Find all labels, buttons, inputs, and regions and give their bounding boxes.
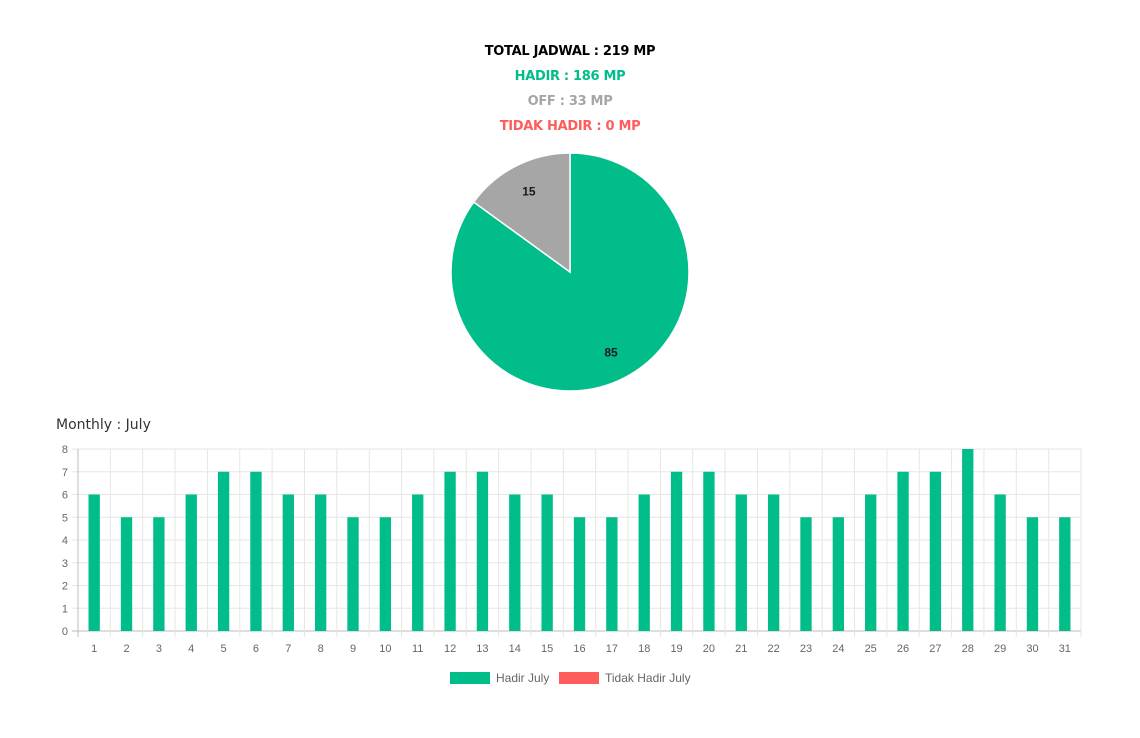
legend-item-hadir[interactable]: Hadir July xyxy=(450,670,549,686)
bar-hadir[interactable] xyxy=(347,517,359,631)
y-tick-label: 4 xyxy=(62,535,68,547)
y-tick-label: 5 xyxy=(62,512,68,524)
bar-hadir[interactable] xyxy=(1026,517,1039,631)
legend-label-tidak-hadir: Tidak Hadir July xyxy=(605,671,691,685)
monthly-chart-title: Monthly : July xyxy=(56,417,151,433)
bar-hadir[interactable] xyxy=(832,517,845,631)
x-tick-label: 16 xyxy=(573,643,585,655)
x-tick-label: 25 xyxy=(865,643,877,655)
x-tick-label: 13 xyxy=(476,643,488,655)
x-tick-label: 24 xyxy=(832,643,844,655)
bar-hadir[interactable] xyxy=(929,471,942,631)
y-tick-label: 0 xyxy=(62,626,68,638)
absent-label: TIDAK HADIR : 0 MP xyxy=(499,119,641,134)
bar-hadir[interactable] xyxy=(444,471,456,631)
bar-hadir[interactable] xyxy=(735,494,747,632)
y-tick-label: 3 xyxy=(62,558,68,570)
bar-hadir[interactable] xyxy=(962,449,974,631)
total-schedule-label: TOTAL JADWAL : 219 MP xyxy=(484,44,656,59)
x-tick-label: 11 xyxy=(412,643,423,655)
x-tick-label: 19 xyxy=(670,643,682,655)
x-tick-label: 9 xyxy=(350,643,356,655)
x-tick-label: 28 xyxy=(962,643,974,655)
x-tick-label: 17 xyxy=(606,643,618,655)
bar-hadir[interactable] xyxy=(800,517,812,631)
bar-hadir[interactable] xyxy=(1059,517,1071,631)
y-tick-label: 2 xyxy=(62,581,68,593)
bar-hadir[interactable] xyxy=(476,471,489,631)
x-tick-label: 21 xyxy=(735,643,747,655)
legend-swatch-tidak-hadir xyxy=(559,672,599,684)
x-tick-label: 3 xyxy=(156,643,162,655)
legend-item-tidak-hadir[interactable]: Tidak Hadir July xyxy=(559,670,691,686)
bar-hadir[interactable] xyxy=(88,494,100,632)
bar-hadir[interactable] xyxy=(767,494,780,632)
bar-hadir[interactable] xyxy=(153,517,165,631)
x-tick-label: 18 xyxy=(638,643,650,655)
pie-data-label: 85 xyxy=(604,346,618,360)
x-tick-label: 29 xyxy=(994,643,1006,655)
attendance-pie-chart: 85 15 xyxy=(450,152,690,392)
x-tick-label: 22 xyxy=(768,643,780,655)
x-tick-label: 4 xyxy=(188,643,194,655)
x-tick-label: 20 xyxy=(703,643,715,655)
x-tick-label: 31 xyxy=(1059,643,1071,655)
y-tick-label: 1 xyxy=(62,603,68,615)
pie-data-label: 15 xyxy=(522,184,536,198)
legend-swatch-hadir xyxy=(450,672,490,684)
off-label: OFF : 33 MP xyxy=(527,94,613,109)
bar-hadir[interactable] xyxy=(897,471,909,631)
bar-hadir[interactable] xyxy=(541,494,553,632)
x-tick-label: 5 xyxy=(221,643,227,655)
bar-hadir[interactable] xyxy=(379,517,392,631)
bar-hadir[interactable] xyxy=(120,517,133,631)
bar-hadir[interactable] xyxy=(250,471,262,631)
x-tick-label: 23 xyxy=(800,643,812,655)
bar-hadir[interactable] xyxy=(994,494,1006,632)
x-tick-label: 27 xyxy=(929,643,941,655)
x-tick-label: 7 xyxy=(285,643,291,655)
y-tick-label: 8 xyxy=(62,444,68,456)
x-tick-label: 8 xyxy=(318,643,324,655)
bar-hadir[interactable] xyxy=(282,494,294,632)
bar-hadir[interactable] xyxy=(606,517,618,631)
x-tick-label: 1 xyxy=(91,643,97,655)
bar-hadir[interactable] xyxy=(703,471,715,631)
y-tick-label: 7 xyxy=(62,467,68,479)
bar-hadir[interactable] xyxy=(217,471,230,631)
bar-hadir[interactable] xyxy=(412,494,424,632)
x-tick-label: 10 xyxy=(379,643,391,655)
x-tick-label: 12 xyxy=(444,643,456,655)
bar-hadir[interactable] xyxy=(638,494,650,632)
bar-hadir[interactable] xyxy=(573,517,586,631)
bar-hadir[interactable] xyxy=(185,494,197,632)
x-tick-label: 26 xyxy=(897,643,909,655)
bar-hadir[interactable] xyxy=(670,471,683,631)
bar-hadir[interactable] xyxy=(314,494,327,632)
x-tick-label: 2 xyxy=(123,643,129,655)
x-tick-label: 15 xyxy=(541,643,553,655)
present-label: HADIR : 186 MP xyxy=(514,69,626,84)
bar-hadir[interactable] xyxy=(509,494,521,632)
bar-hadir[interactable] xyxy=(865,494,877,632)
x-tick-label: 14 xyxy=(509,643,521,655)
legend-label-hadir: Hadir July xyxy=(496,671,550,685)
pie-slice-off[interactable] xyxy=(472,152,571,274)
x-tick-label: 30 xyxy=(1026,643,1038,655)
x-tick-label: 6 xyxy=(253,643,259,655)
y-tick-label: 6 xyxy=(62,490,68,502)
bar-chart-legend: Hadir July Tidak Hadir July xyxy=(0,670,1140,686)
